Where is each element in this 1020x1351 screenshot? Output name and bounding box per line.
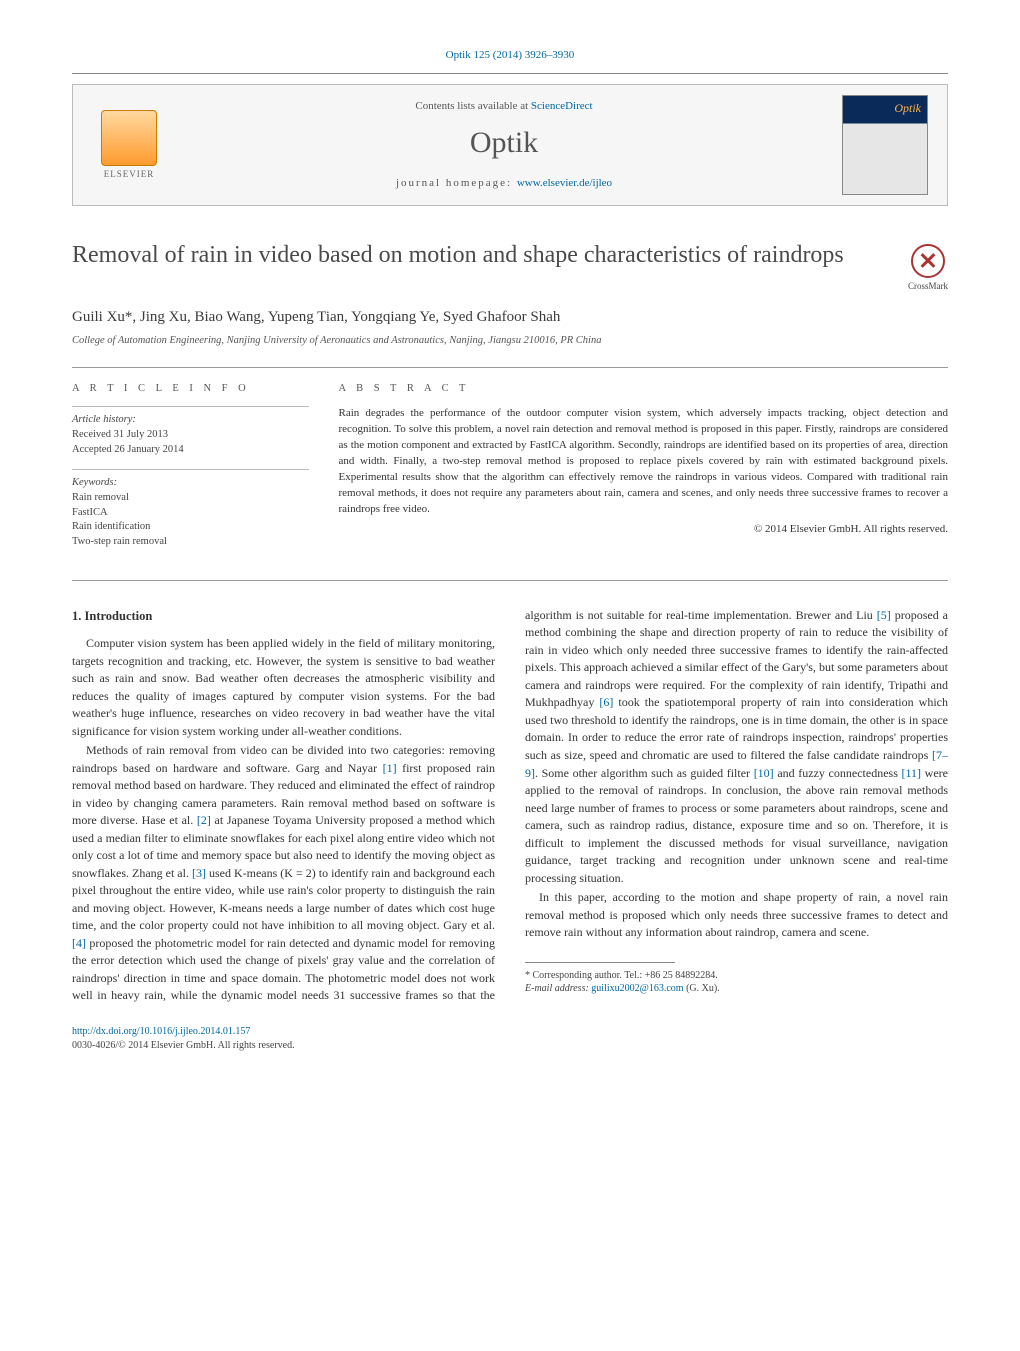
keywords-block: Keywords: Rain removal FastICA Rain iden… [72, 469, 309, 549]
cover-thumb-block: Optik [837, 95, 933, 195]
article-info-col: A R T I C L E I N F O Article history: R… [72, 382, 309, 562]
section-heading: 1. Introduction [72, 607, 495, 625]
article-title: Removal of rain in video based on motion… [72, 240, 896, 270]
info-abstract-row: A R T I C L E I N F O Article history: R… [72, 382, 948, 562]
page: Optik 125 (2014) 3926–3930 ELSEVIER Cont… [0, 0, 1020, 1093]
issn-copyright: 0030-4026/© 2014 Elsevier GmbH. All righ… [72, 1040, 295, 1051]
header-rule [72, 73, 948, 74]
citation-link[interactable]: [1] [383, 761, 397, 775]
abstract-copyright: © 2014 Elsevier GmbH. All rights reserve… [339, 522, 948, 537]
crossmark-icon [911, 244, 945, 278]
affiliation: College of Automation Engineering, Nanji… [72, 334, 948, 349]
journal-name: Optik [171, 122, 837, 164]
keyword: Rain removal [72, 491, 309, 506]
t: were applied to the removal of raindrops… [525, 766, 948, 885]
section-rule-mid [72, 580, 948, 581]
elsevier-logo: ELSEVIER [101, 110, 157, 181]
corresponding-author: * Corresponding author. Tel.: +86 25 848… [525, 969, 948, 983]
abstract-text: Rain degrades the performance of the out… [339, 406, 948, 518]
contents-available-line: Contents lists available at ScienceDirec… [171, 99, 837, 114]
accepted-line: Accepted 26 January 2014 [72, 443, 309, 458]
email-line: E-mail address: guilixu2002@163.com (G. … [525, 982, 948, 996]
citation-link[interactable]: [10] [754, 766, 774, 780]
homepage-link[interactable]: www.elsevier.de/ijleo [517, 177, 612, 189]
email-paren: (G. Xu). [686, 983, 720, 994]
journal-cover-thumb: Optik [842, 95, 928, 195]
authors: Guili Xu*, Jing Xu, Biao Wang, Yupeng Ti… [72, 307, 948, 328]
cover-title: Optik [894, 100, 921, 117]
title-row: Removal of rain in video based on motion… [72, 240, 948, 293]
header-ref-link[interactable]: Optik 125 (2014) 3926–3930 [446, 49, 575, 61]
email-label: E-mail address: [525, 983, 589, 994]
keyword: Rain identification [72, 520, 309, 535]
keyword: Two-step rain removal [72, 535, 309, 550]
sciencedirect-link[interactable]: ScienceDirect [531, 100, 593, 112]
received-line: Received 31 July 2013 [72, 428, 309, 443]
citation-link[interactable]: [6] [599, 695, 613, 709]
keyword: FastICA [72, 506, 309, 521]
elsevier-tree-icon [101, 110, 157, 166]
email-link[interactable]: guilixu2002@163.com [591, 983, 683, 994]
doi-link[interactable]: http://dx.doi.org/10.1016/j.ijleo.2014.0… [72, 1026, 250, 1037]
body-columns: 1. Introduction Computer vision system h… [72, 607, 948, 1005]
journal-homepage-line: journal homepage: www.elsevier.de/ijleo [171, 176, 837, 191]
article-info-heading: A R T I C L E I N F O [72, 382, 309, 397]
doi-block: http://dx.doi.org/10.1016/j.ijleo.2014.0… [72, 1025, 948, 1053]
publisher-logo-block: ELSEVIER [87, 110, 171, 181]
keywords-label: Keywords: [72, 476, 309, 491]
t: . Some other algorithm such as guided fi… [535, 766, 754, 780]
crossmark-label: CrossMark [908, 280, 948, 293]
abstract-heading: A B S T R A C T [339, 382, 948, 397]
elsevier-wordmark: ELSEVIER [104, 168, 155, 181]
citation-link[interactable]: [11] [902, 766, 922, 780]
section-rule-top [72, 367, 948, 368]
footnote-block: * Corresponding author. Tel.: +86 25 848… [525, 969, 948, 996]
t: and fuzzy connectedness [774, 766, 902, 780]
history-label: Article history: [72, 413, 309, 428]
footnote-rule [525, 962, 675, 963]
running-header: Optik 125 (2014) 3926–3930 [72, 48, 948, 63]
article-history-block: Article history: Received 31 July 2013 A… [72, 406, 309, 457]
citation-link[interactable]: [4] [72, 936, 86, 950]
citation-link[interactable]: [2] [197, 813, 211, 827]
citation-link[interactable]: [3] [192, 866, 206, 880]
crossmark-badge[interactable]: CrossMark [908, 244, 948, 293]
abstract-col: A B S T R A C T Rain degrades the perfor… [339, 382, 948, 562]
contents-label: Contents lists available at [415, 100, 528, 112]
homepage-label: journal homepage: [396, 177, 512, 189]
para: Computer vision system has been applied … [72, 635, 495, 740]
banner-center: Contents lists available at ScienceDirec… [171, 99, 837, 192]
journal-banner: ELSEVIER Contents lists available at Sci… [72, 84, 948, 206]
citation-link[interactable]: [5] [877, 608, 891, 622]
para: In this paper, according to the motion a… [525, 889, 948, 942]
